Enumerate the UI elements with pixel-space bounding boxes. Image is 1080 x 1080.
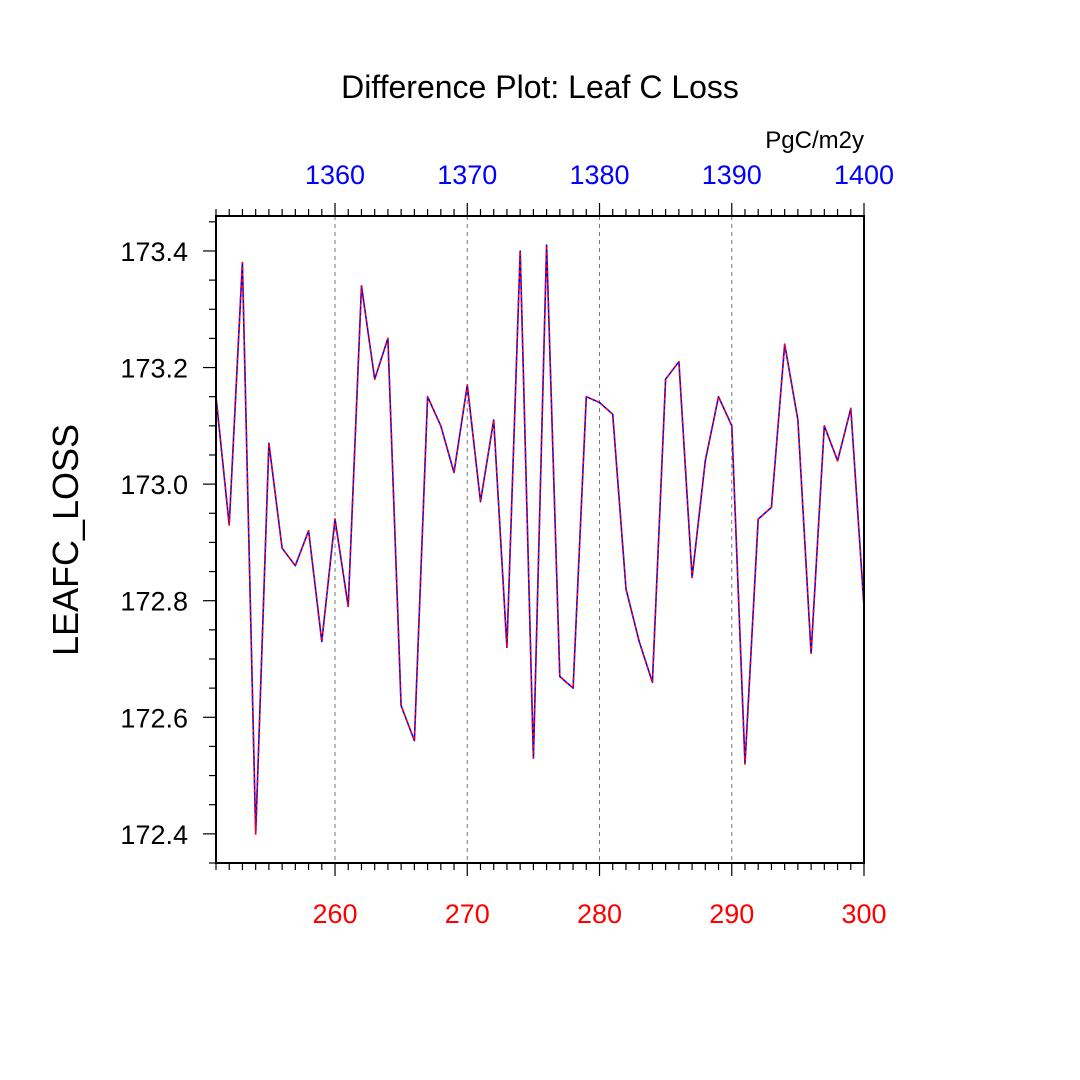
x2-tick-label: 1370 bbox=[437, 160, 497, 190]
y-tick-label: 173.2 bbox=[120, 354, 188, 384]
series-line-1 bbox=[215, 244, 865, 835]
x2-tick-label: 1380 bbox=[569, 160, 629, 190]
y-tick-label: 172.8 bbox=[120, 587, 188, 617]
x-tick-label: 280 bbox=[577, 899, 622, 929]
y-tick-label: 172.4 bbox=[120, 820, 188, 850]
plot-frame bbox=[215, 215, 865, 864]
axis-ticks bbox=[203, 203, 865, 876]
y-tick-label: 173.0 bbox=[120, 470, 188, 500]
series-line-2 bbox=[215, 244, 865, 835]
x-tick-label: 300 bbox=[841, 899, 886, 929]
units-label: PgC/m2y bbox=[765, 127, 864, 154]
x-tick-label: 290 bbox=[709, 899, 754, 929]
grid-lines bbox=[334, 216, 733, 863]
tick-labels: 172.4 172.6 172.8 173.0 173.2 173.4 260 270 280 2… bbox=[120, 160, 894, 929]
series-lines bbox=[215, 244, 865, 835]
y-tick-label: 172.6 bbox=[120, 703, 188, 733]
x-tick-label: 270 bbox=[445, 899, 490, 929]
y-axis-label: LEAFC_LOSS bbox=[45, 424, 86, 656]
chart-title: Difference Plot: Leaf C Loss bbox=[341, 69, 739, 105]
y-tick-label: 173.4 bbox=[120, 237, 188, 267]
x2-tick-label: 1360 bbox=[305, 160, 365, 190]
x2-tick-label: 1400 bbox=[834, 160, 894, 190]
x-tick-label: 260 bbox=[312, 899, 357, 929]
x2-tick-label: 1390 bbox=[702, 160, 762, 190]
